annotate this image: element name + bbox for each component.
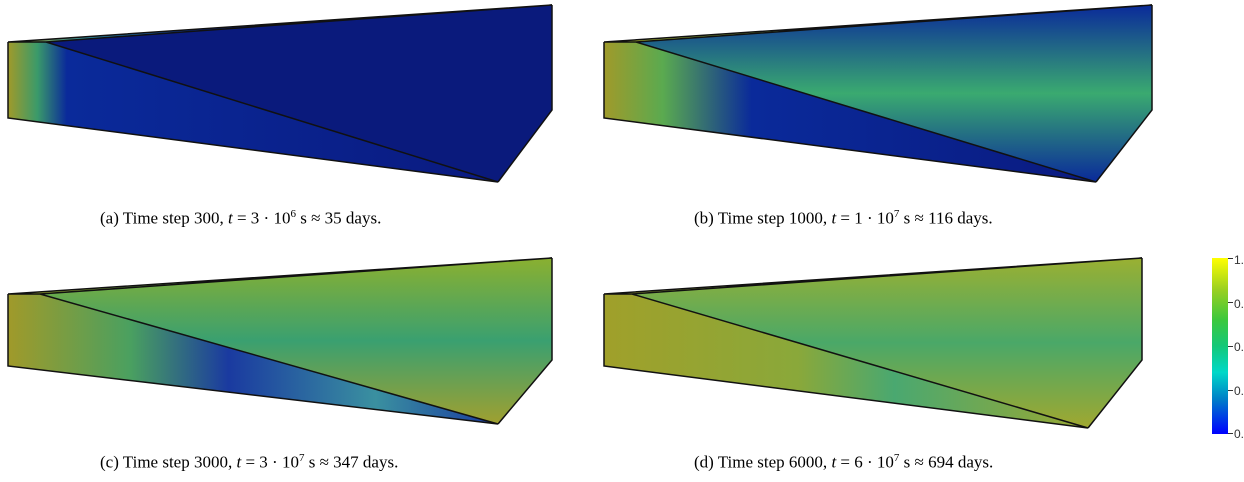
colorbar-label-1: 1.00 <box>1234 253 1244 267</box>
colorbar-tick <box>1228 258 1233 259</box>
caption-d: (d) Time step 6000, t = 6 · 107 s ≈ 694 … <box>694 452 994 472</box>
panel-a-render <box>0 0 620 200</box>
colorbar-label-025: 0.25 <box>1234 384 1244 398</box>
colorbar-label-0: 0.00 <box>1234 427 1244 441</box>
colorbar <box>1212 258 1228 434</box>
caption-c: (c) Time step 3000, t = 3 · 107 s ≈ 347 … <box>100 452 399 472</box>
caption-a: (a) Time step 300, t = 3 · 106 s ≈ 35 da… <box>100 208 382 228</box>
panel-d-render <box>596 248 1216 448</box>
caption-b: (b) Time step 1000, t = 1 · 107 s ≈ 116 … <box>694 208 993 228</box>
colorbar-label-075: 0.75 <box>1234 297 1244 311</box>
panel-b-render <box>596 0 1216 200</box>
panel-c-render <box>0 248 620 448</box>
colorbar-tick <box>1228 390 1233 391</box>
colorbar-tick <box>1228 433 1233 434</box>
colorbar-tick <box>1228 346 1233 347</box>
colorbar-label-050: 0.50 <box>1234 340 1244 354</box>
colorbar-tick <box>1228 302 1233 303</box>
